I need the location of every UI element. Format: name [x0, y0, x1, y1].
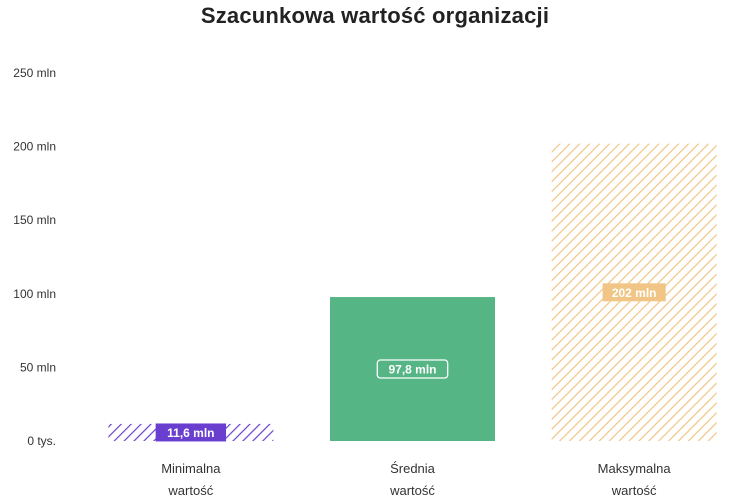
y-tick-label: 0 tys. [27, 434, 56, 448]
data-label: 202 mln [602, 283, 666, 302]
x-category-label: Maksymalna wartość [598, 461, 672, 498]
x-category-label-line: Średnia [390, 461, 436, 476]
data-label: 11,6 mln [155, 423, 227, 442]
y-tick-label: 50 mln [20, 360, 56, 374]
x-category-label-line: Minimalna [161, 461, 221, 476]
chart-title: Szacunkowa wartość organizacji [200, 3, 550, 28]
data-label-box [602, 283, 666, 302]
data-label-text: 11,6 mln [167, 426, 214, 440]
data-label-text: 97,8 mln [388, 363, 436, 377]
y-tick-label: 150 mln [13, 213, 56, 227]
data-label-text: 202 mln [612, 286, 657, 300]
x-category-label-line: wartość [389, 483, 435, 498]
data-label: 97,8 mln [376, 359, 449, 379]
x-category-label: Średnia wartość [389, 461, 436, 498]
y-tick-label: 250 mln [13, 66, 56, 80]
x-category-label-line: wartość [167, 483, 213, 498]
y-tick-label: 200 mln [13, 140, 56, 154]
x-category-label: Minimalna wartość [161, 461, 221, 498]
x-category-label-line: wartość [611, 483, 657, 498]
x-category-label-line: Maksymalna [598, 461, 672, 476]
data-labels: 11,6 mln 97,8 mln 202 mln [155, 283, 666, 442]
y-tick-label: 100 mln [13, 287, 56, 301]
data-label-box [155, 423, 227, 442]
data-label-box [376, 359, 449, 379]
y-axis: 0 tys. 50 mln 100 mln 150 mln 200 mln 250 mln [13, 66, 56, 448]
